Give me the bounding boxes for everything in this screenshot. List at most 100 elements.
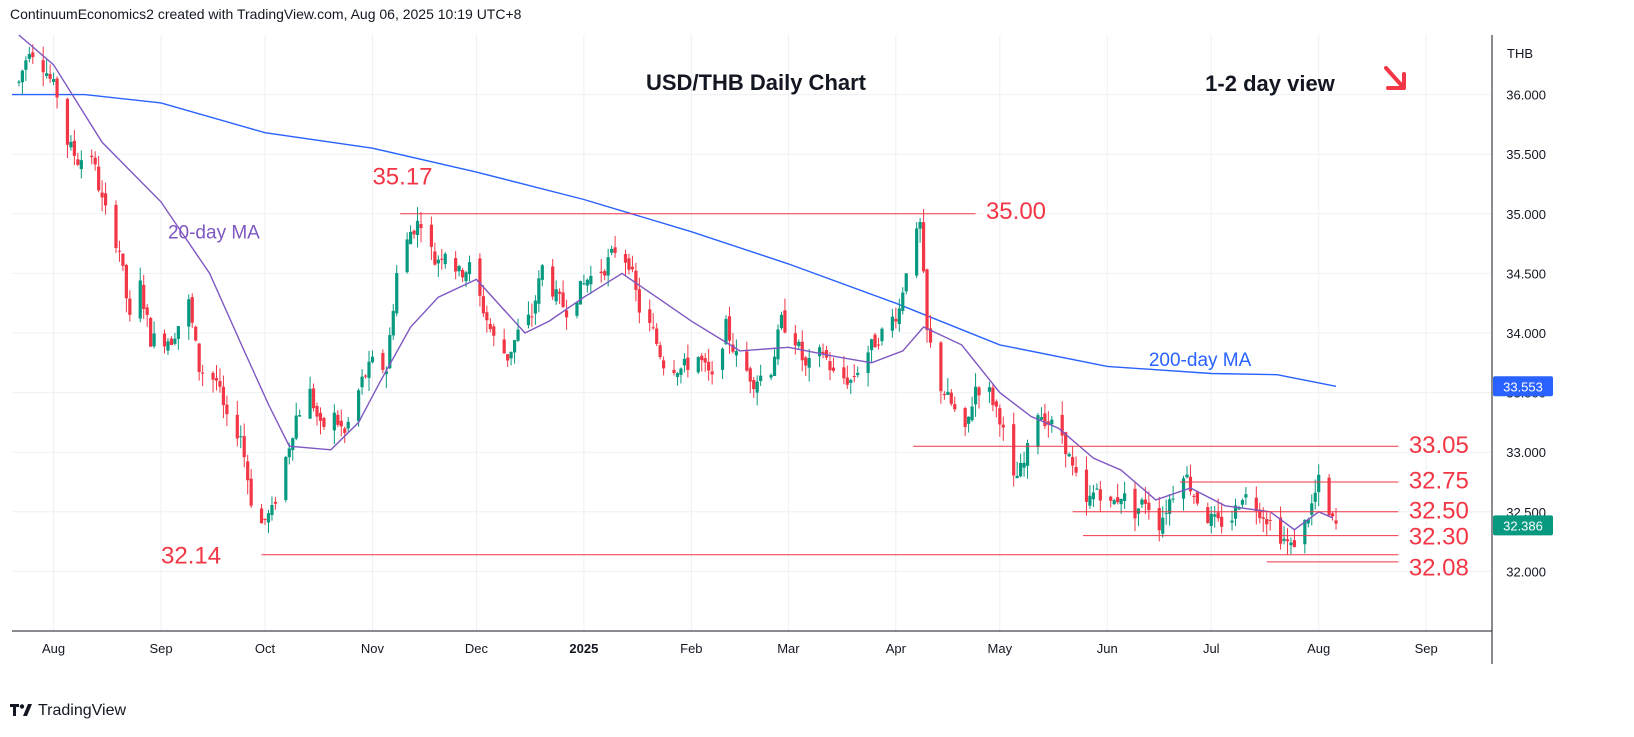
tradingview-brand: TradingView: [38, 702, 127, 719]
candle-body: [343, 428, 347, 433]
price-tick-label: 36.000: [1506, 88, 1546, 103]
candle-body: [876, 344, 881, 346]
candle-body: [481, 296, 485, 314]
candle-body: [100, 192, 104, 198]
candle-body: [551, 266, 555, 297]
candle-body: [1334, 520, 1338, 524]
candle-body: [336, 414, 340, 425]
candle-body: [149, 318, 153, 347]
chart-attribution: ContinuumEconomics2 created with Trading…: [10, 6, 522, 22]
candle-body: [516, 329, 520, 341]
candle-body: [537, 278, 541, 304]
candle-body: [1119, 498, 1123, 505]
candle-body: [194, 326, 198, 341]
candle-body: [1122, 493, 1127, 501]
candle-body: [1185, 474, 1189, 478]
candle-body: [24, 60, 28, 70]
candle-body: [270, 504, 274, 515]
candle-body: [291, 438, 295, 451]
time-tick-label: Dec: [465, 641, 489, 656]
candle-body: [998, 408, 1002, 425]
candle-body: [152, 333, 156, 347]
candle-body: [176, 326, 180, 339]
time-tick-label: Feb: [680, 641, 702, 656]
candle-body: [124, 264, 128, 299]
candle-body: [1133, 488, 1137, 519]
candle-body: [1088, 495, 1092, 506]
candle-body: [506, 354, 510, 361]
candle-body: [284, 457, 288, 500]
ma200-line: [12, 93, 1337, 387]
ma200-price-tag-bg: [1493, 376, 1553, 397]
candle-body: [772, 356, 777, 377]
candle-body: [357, 390, 361, 422]
candle-body: [637, 289, 641, 313]
candle-body: [1261, 517, 1265, 519]
candle-body: [1140, 499, 1144, 505]
candle-body: [703, 358, 707, 363]
level-label-33-05: 33.05: [1409, 432, 1469, 459]
candle-body: [817, 347, 822, 357]
candle-body: [1015, 475, 1019, 479]
candle-body: [367, 361, 371, 378]
time-tick-label: 2025: [569, 641, 598, 656]
time-tick-label: Nov: [361, 641, 385, 656]
candle-body: [197, 343, 201, 373]
ma20-series: [18, 34, 1333, 531]
candle-body: [953, 404, 957, 410]
candle-body: [20, 70, 24, 83]
candle-body: [949, 392, 953, 404]
candle-body: [214, 378, 219, 381]
candle-body: [69, 141, 73, 148]
candle-body: [218, 381, 222, 387]
candle-body: [852, 376, 856, 378]
candle-body: [433, 251, 437, 265]
candle-body: [246, 461, 250, 481]
candle-body: [221, 386, 226, 406]
candle-body: [339, 420, 343, 427]
candle-body: [1303, 519, 1307, 545]
time-tick-label: Aug: [42, 641, 65, 656]
candle-body: [294, 415, 298, 439]
chart-subtitle: 1-2 day view: [1205, 71, 1336, 96]
candle-body: [1209, 513, 1213, 526]
time-tick-label: Sep: [149, 641, 172, 656]
time-tick-label: Apr: [886, 641, 907, 656]
candle-body: [1109, 496, 1113, 501]
candle-body: [1001, 424, 1005, 428]
candle-body: [873, 334, 877, 348]
candle-body: [242, 436, 246, 458]
candle-body: [585, 279, 589, 286]
candle-body: [679, 368, 683, 375]
candle-body: [332, 412, 336, 431]
candle-body: [755, 381, 759, 393]
candle-body: [1188, 476, 1193, 492]
candle-body: [530, 316, 534, 318]
price-tick-label: 34.500: [1506, 266, 1546, 281]
candle-body: [173, 338, 177, 344]
candle-body: [578, 280, 583, 305]
candle-body: [1216, 512, 1220, 519]
candle-body: [946, 391, 950, 395]
candle-body: [1084, 469, 1089, 502]
candle-body: [55, 78, 59, 98]
candle-body: [1330, 513, 1335, 517]
candle-body: [696, 357, 700, 373]
candle-body: [1161, 517, 1165, 534]
candle-body: [1220, 516, 1224, 527]
candle-body: [48, 73, 52, 79]
candle-body: [249, 478, 253, 506]
candle-body: [27, 53, 31, 59]
candle-body: [1067, 453, 1071, 457]
candle-body: [1171, 498, 1175, 500]
candle-body: [72, 140, 76, 156]
candle-body: [384, 371, 388, 375]
candle-body: [311, 388, 316, 409]
candle-body: [1313, 492, 1317, 502]
candle-body: [1237, 508, 1241, 510]
candle-body: [561, 292, 565, 307]
candle-body: [759, 375, 763, 381]
candle-body: [658, 345, 662, 358]
candle-body: [502, 339, 506, 354]
